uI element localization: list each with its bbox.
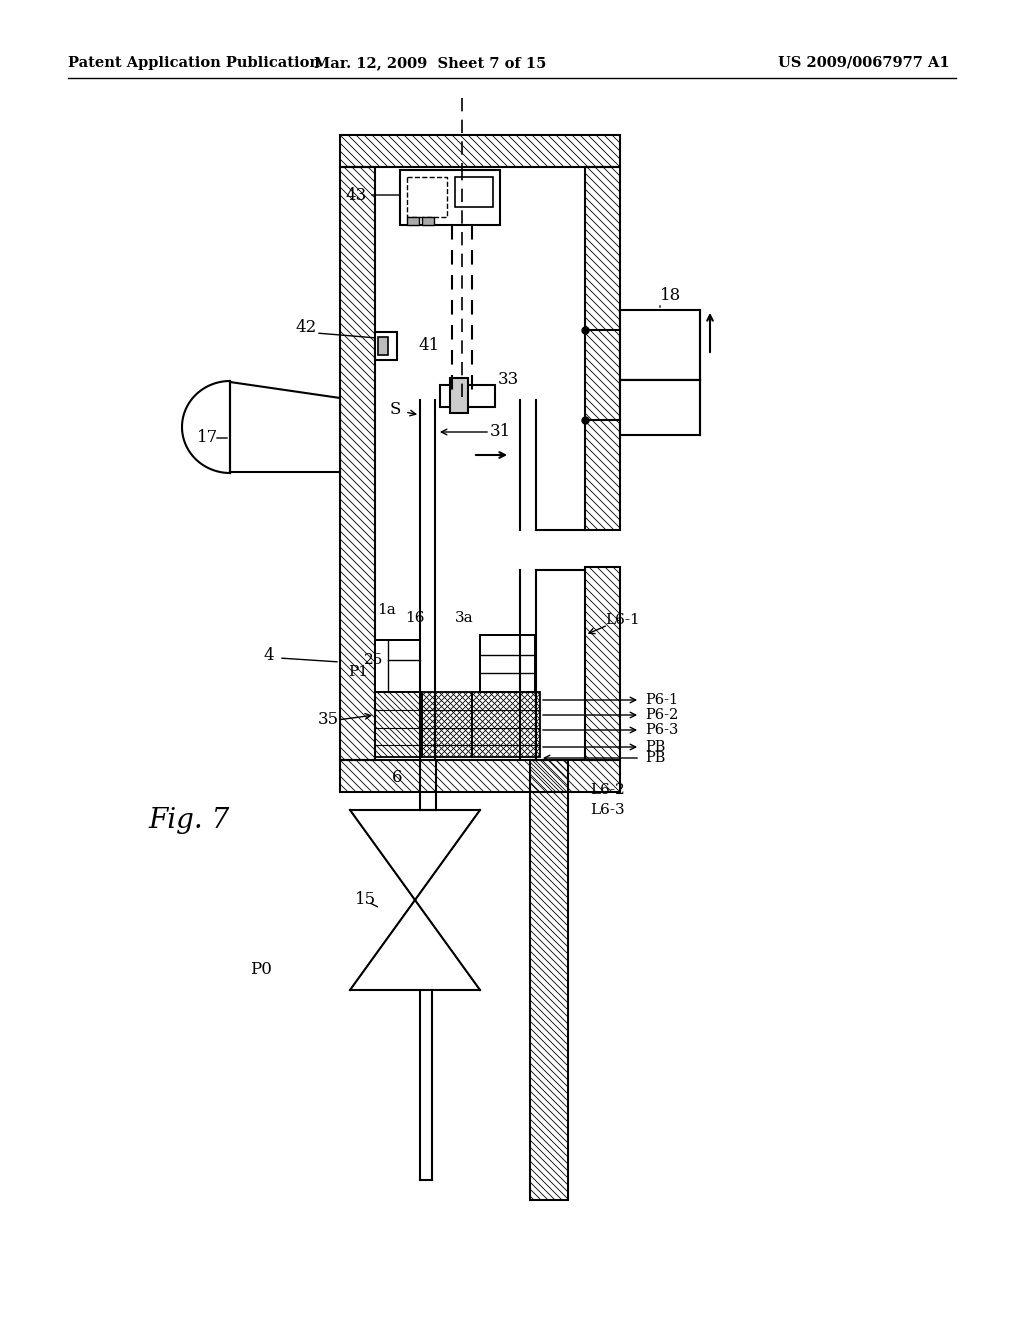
Bar (422, 216, 434, 224)
Text: 1a: 1a (377, 603, 395, 616)
Bar (620, 380, 700, 436)
Bar (407, 216, 419, 224)
Text: P6-1: P6-1 (645, 693, 678, 708)
Text: 15: 15 (355, 891, 376, 908)
Text: L6-2: L6-2 (590, 783, 625, 797)
Text: PB: PB (645, 751, 666, 766)
Text: L6-1: L6-1 (605, 612, 640, 627)
Bar (378, 337, 388, 355)
Text: P0: P0 (250, 961, 272, 978)
Text: 31: 31 (490, 424, 511, 441)
Text: Fig. 7: Fig. 7 (148, 807, 229, 833)
Text: S: S (390, 401, 401, 418)
Text: 25: 25 (364, 653, 383, 667)
Bar (440, 385, 495, 407)
Text: 42: 42 (295, 319, 316, 337)
Bar (455, 177, 493, 207)
Text: P6-2: P6-2 (645, 708, 678, 722)
Text: Mar. 12, 2009  Sheet 7 of 15: Mar. 12, 2009 Sheet 7 of 15 (313, 55, 546, 70)
Text: Patent Application Publication: Patent Application Publication (68, 55, 319, 70)
Text: 18: 18 (660, 286, 681, 304)
Bar (400, 170, 500, 224)
Polygon shape (230, 381, 340, 473)
Text: P6-3: P6-3 (645, 723, 678, 737)
Text: 33: 33 (498, 371, 519, 388)
Text: 6: 6 (392, 770, 402, 787)
Text: 17: 17 (197, 429, 218, 446)
Bar (407, 177, 447, 216)
Text: 4: 4 (263, 647, 273, 664)
Text: 35: 35 (318, 711, 339, 729)
Bar (620, 310, 700, 380)
Bar (375, 333, 397, 360)
Bar (480, 635, 535, 692)
Bar (375, 640, 420, 692)
Text: P1: P1 (348, 665, 368, 678)
Text: 16: 16 (406, 611, 425, 624)
Bar (450, 378, 468, 413)
Text: 43: 43 (345, 186, 399, 203)
Text: US 2009/0067977 A1: US 2009/0067977 A1 (778, 55, 950, 70)
Text: L6-3: L6-3 (590, 803, 625, 817)
Text: PB: PB (645, 741, 666, 754)
Text: 41: 41 (418, 337, 439, 354)
Text: 3a: 3a (455, 611, 474, 624)
